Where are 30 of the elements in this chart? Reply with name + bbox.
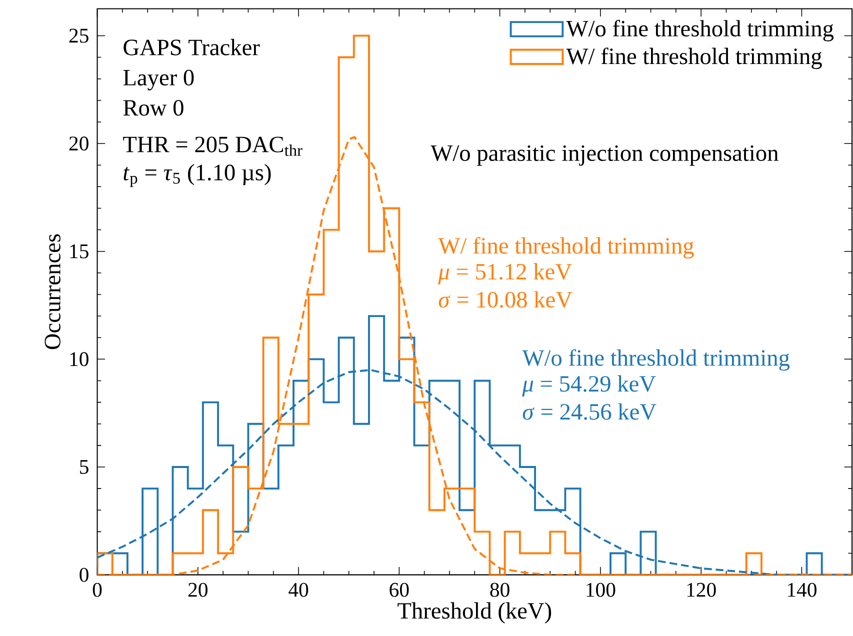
x-tick-label: 140 (788, 582, 816, 597)
annotation: σ = 24.56 keV (522, 403, 656, 420)
y-tick-label: 0 (80, 568, 88, 582)
x-tick-label: 0 (92, 582, 102, 597)
annotation: W/o parasitic injection compensation (430, 145, 778, 166)
y-tick-label: 20 (69, 136, 88, 150)
x-tick-label: 40 (288, 582, 308, 597)
annotation: μ = 54.29 keV (522, 375, 656, 396)
annotation: GAPS Tracker (124, 38, 260, 56)
annotation: Row 0 (123, 100, 184, 116)
x-tick-label: 20 (188, 582, 208, 597)
x-axis-title: Threshold (keV) (398, 602, 552, 624)
x-tick-label: 100 (586, 582, 616, 597)
annotation: W/o fine threshold trimming (522, 349, 790, 371)
annotation: THR = 205 DAC$_{thr}$ (123, 136, 302, 156)
annotation: Layer 0 (123, 70, 194, 90)
y-tick-label: 5 (80, 460, 88, 474)
annotation: t$_{p}$ = τ$_{5}$ (1.10 µs) (124, 164, 271, 187)
y-tick-label: 10 (70, 352, 88, 366)
x-tick-label: 80 (490, 582, 510, 597)
x-tick-label: 120 (687, 582, 716, 597)
annotation: σ = 10.08 keV (438, 291, 572, 308)
y-tick-label: 15 (70, 244, 88, 258)
annotation: μ = 51.12 keV (438, 263, 572, 284)
y-tick-label: 25 (69, 28, 88, 43)
x-tick-label: 60 (390, 582, 409, 597)
y-axis-title: Occurrences (44, 234, 60, 350)
legend-label: W/o fine threshold trimming (566, 20, 834, 42)
annotation: W/ fine threshold trimming (438, 237, 694, 259)
legend-label: W/ fine threshold trimming (566, 48, 822, 70)
